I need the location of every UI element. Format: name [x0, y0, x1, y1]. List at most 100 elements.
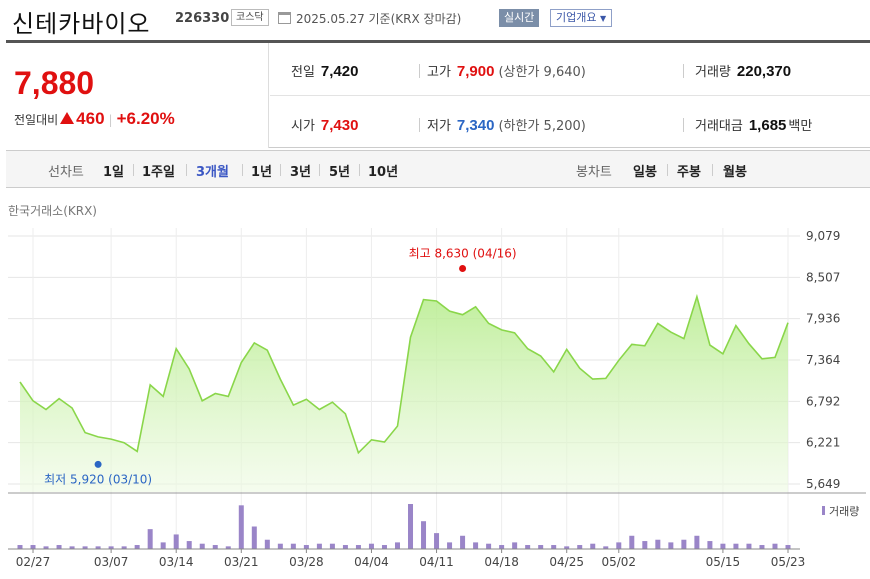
- amount-label: 거래대금: [695, 119, 743, 134]
- price-chart[interactable]: 9,079 8,507 7,936 7,364 6,792 6,221 5,649 최고 8…: [0, 222, 870, 579]
- volume-bar: [499, 545, 505, 549]
- company-overview-button[interactable]: 기업개요 ▼: [550, 9, 613, 27]
- base-date-text: 2025.05.27 기준(KRX 장마감): [296, 12, 462, 26]
- x-axis-ticks: 02/27 03/07 03/14 03/21 03/28 04/04 04/11 04/18…: [8, 548, 805, 569]
- volume-bar: [746, 543, 752, 549]
- high-price: 고가 7,900 (상한가 9,640): [427, 61, 586, 80]
- volume-legend: 거래량: [829, 505, 859, 518]
- low-marker: [94, 460, 102, 468]
- divider: [683, 64, 684, 78]
- volume-bar: [134, 545, 140, 549]
- volume-bar: [108, 546, 114, 549]
- divider: [359, 164, 360, 176]
- volume-bar: [434, 533, 440, 549]
- volume-legend-swatch: [822, 506, 825, 515]
- high-low-marks: 최고 8,630 (04/16) 최저 5,920 (03/10): [44, 246, 516, 486]
- prev-close-value: 7,420: [320, 63, 359, 80]
- volume-bar: [421, 521, 427, 549]
- volume-bar: [759, 545, 765, 549]
- volume-bar: [655, 539, 661, 549]
- volume-bar: [447, 542, 453, 549]
- up-triangle-icon: [60, 112, 75, 124]
- stock-code: 226330: [175, 11, 230, 26]
- low-annotation: 최저 5,920 (03/10): [44, 472, 152, 486]
- x-tick-label: 03/21: [224, 555, 259, 569]
- volume-bar: [381, 545, 387, 549]
- volume-bar: [56, 545, 62, 549]
- volume-bar: [785, 545, 791, 549]
- volume-bar: [408, 504, 414, 549]
- x-tick-label: 03/28: [289, 555, 324, 569]
- volume: 거래량 220,370: [695, 61, 791, 80]
- volume-bar: [290, 543, 296, 549]
- x-tick-label: 05/15: [706, 555, 741, 569]
- volume-bar: [512, 542, 518, 549]
- stock-header: 신테카바이오 226330 코스닥 2025.05.27 기준(KRX 장마감)…: [0, 0, 870, 38]
- divider: [683, 118, 684, 132]
- volume-bar: [251, 526, 257, 549]
- volume-bar: [160, 542, 166, 549]
- volume-bars: [17, 504, 791, 549]
- tab-1y[interactable]: 1년: [251, 165, 273, 180]
- current-price: 7,880: [14, 65, 95, 101]
- divider: [319, 164, 320, 176]
- divider: |: [108, 113, 113, 127]
- open-price: 시가 7,430: [291, 115, 358, 134]
- volume-bar: [303, 545, 309, 549]
- volume-bar: [603, 546, 609, 549]
- exchange-label: 한국거래소(KRX): [8, 204, 97, 218]
- divider: [280, 164, 281, 176]
- volume-bar: [17, 545, 23, 549]
- y-tick-label: 7,936: [806, 312, 840, 326]
- change-label: 전일대비: [14, 113, 59, 127]
- tab-3m[interactable]: 3개월: [196, 165, 229, 180]
- volume-bar: [629, 535, 635, 549]
- volume-bar: [147, 529, 153, 549]
- x-tick-label: 04/11: [419, 555, 454, 569]
- line-chart-label: 선차트: [48, 165, 84, 180]
- x-tick-label: 03/07: [94, 555, 129, 569]
- y-tick-label: 6,221: [806, 436, 840, 450]
- change-percent: +6.20%: [116, 109, 175, 128]
- volume-bar: [212, 545, 218, 549]
- tab-monthly[interactable]: 월봉: [723, 165, 747, 180]
- candle-chart-label: 봉차트: [576, 165, 612, 180]
- high-value: 7,900: [456, 63, 495, 80]
- tab-weekly[interactable]: 주봉: [677, 165, 701, 180]
- tab-daily[interactable]: 일봉: [633, 165, 657, 180]
- volume-bar: [225, 546, 231, 549]
- volume-bar: [668, 542, 674, 549]
- volume-bar: [772, 543, 778, 549]
- prev-close: 전일 7,420: [291, 61, 358, 80]
- volume-bar: [82, 546, 88, 549]
- volume-bar: [329, 543, 335, 549]
- amount-unit: 백만: [788, 119, 813, 134]
- trade-amount: 거래대금 1,685 백만: [695, 115, 818, 134]
- volume-bar: [43, 546, 49, 549]
- volume-bar: [473, 542, 479, 549]
- realtime-button[interactable]: 실시간: [499, 9, 540, 27]
- tab-1d[interactable]: 1일: [103, 165, 125, 180]
- high-annotation: 최고 8,630 (04/16): [409, 246, 517, 260]
- volume-bar: [342, 545, 348, 549]
- low-price: 저가 7,340 (하한가 5,200): [427, 115, 586, 134]
- tab-10y[interactable]: 10년: [368, 165, 399, 180]
- x-tick-label: 05/02: [601, 555, 636, 569]
- market-badge: 코스닥: [231, 9, 269, 26]
- divider: [667, 164, 668, 176]
- calendar-icon: [278, 12, 291, 24]
- price-area: [20, 296, 788, 492]
- tab-1w[interactable]: 1주일: [142, 165, 175, 180]
- lower-limit: (하한가 5,200): [498, 119, 586, 134]
- tab-5y[interactable]: 5년: [329, 165, 351, 180]
- volume-bar: [238, 505, 244, 549]
- volume-bar: [121, 546, 127, 549]
- x-tick-label: 04/04: [354, 555, 389, 569]
- volume-bar: [69, 546, 75, 549]
- volume-bar: [394, 542, 400, 549]
- volume-bar: [95, 546, 101, 549]
- y-tick-label: 5,649: [806, 477, 840, 491]
- low-label: 저가: [427, 119, 451, 134]
- tab-3y[interactable]: 3년: [290, 165, 312, 180]
- low-value: 7,340: [456, 117, 495, 134]
